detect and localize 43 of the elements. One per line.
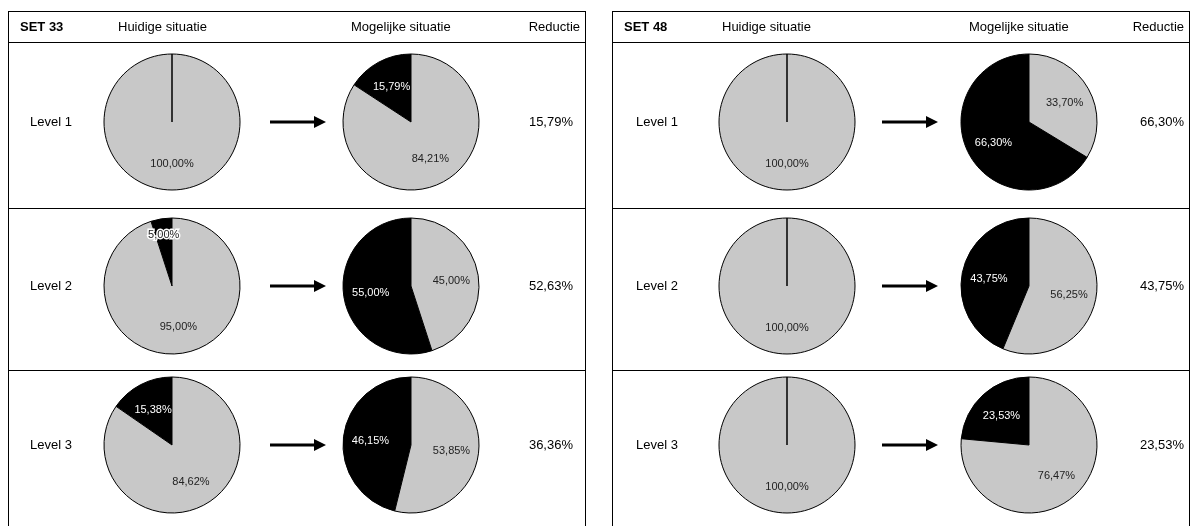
text: Level 1 <box>636 113 678 131</box>
pie-slice <box>103 217 241 355</box>
text: Level 2 <box>30 277 72 295</box>
data-label: 23,53% <box>982 408 1021 421</box>
text: 43,75% <box>1139 277 1184 295</box>
pie-slice <box>103 376 241 514</box>
text: 36,36% <box>528 436 573 454</box>
data-label: 56,25% <box>1050 287 1088 300</box>
text: Level 2 <box>636 277 678 295</box>
data-label: 43,75% <box>970 272 1008 285</box>
text: Level 3 <box>636 436 678 454</box>
text: 23,53% <box>1139 436 1184 454</box>
text: Huidige situatie <box>118 17 207 36</box>
data-label: 55,00% <box>352 286 390 299</box>
data-label: 33,70% <box>1045 96 1084 109</box>
data-label: 76,47% <box>1037 469 1076 482</box>
text: Reductie <box>1132 17 1184 36</box>
data-label: 45,00% <box>432 273 471 286</box>
data-label: 100,00% <box>765 156 809 169</box>
text: Level 3 <box>30 436 72 454</box>
text: 52,63% <box>528 277 573 295</box>
data-label: 84,21% <box>411 151 450 164</box>
text: Huidige situatie <box>722 17 811 36</box>
text: Mogelijke situatie <box>969 17 1069 36</box>
text: SET 48 <box>624 17 668 36</box>
data-label: 100,00% <box>150 156 194 169</box>
data-label: 53,85% <box>432 443 471 456</box>
data-label: 15,38% <box>134 402 172 415</box>
data-label: 66,30% <box>974 135 1013 148</box>
data-label: 46,15% <box>351 434 390 447</box>
text: Level 1 <box>30 113 72 131</box>
text: 15,79% <box>528 113 573 131</box>
data-label: 95,00% <box>159 320 198 333</box>
text: 66,30% <box>1139 113 1184 131</box>
pie-slice <box>960 376 1098 514</box>
text: SET 33 <box>20 17 64 36</box>
data-label: 100,00% <box>765 479 809 492</box>
text: Mogelijke situatie <box>351 17 451 36</box>
pie-slice <box>342 53 480 191</box>
text: Reductie <box>528 17 580 36</box>
data-label: 15,79% <box>372 80 411 93</box>
data-label: 84,62% <box>172 475 210 488</box>
data-label: 100,00% <box>765 320 809 333</box>
